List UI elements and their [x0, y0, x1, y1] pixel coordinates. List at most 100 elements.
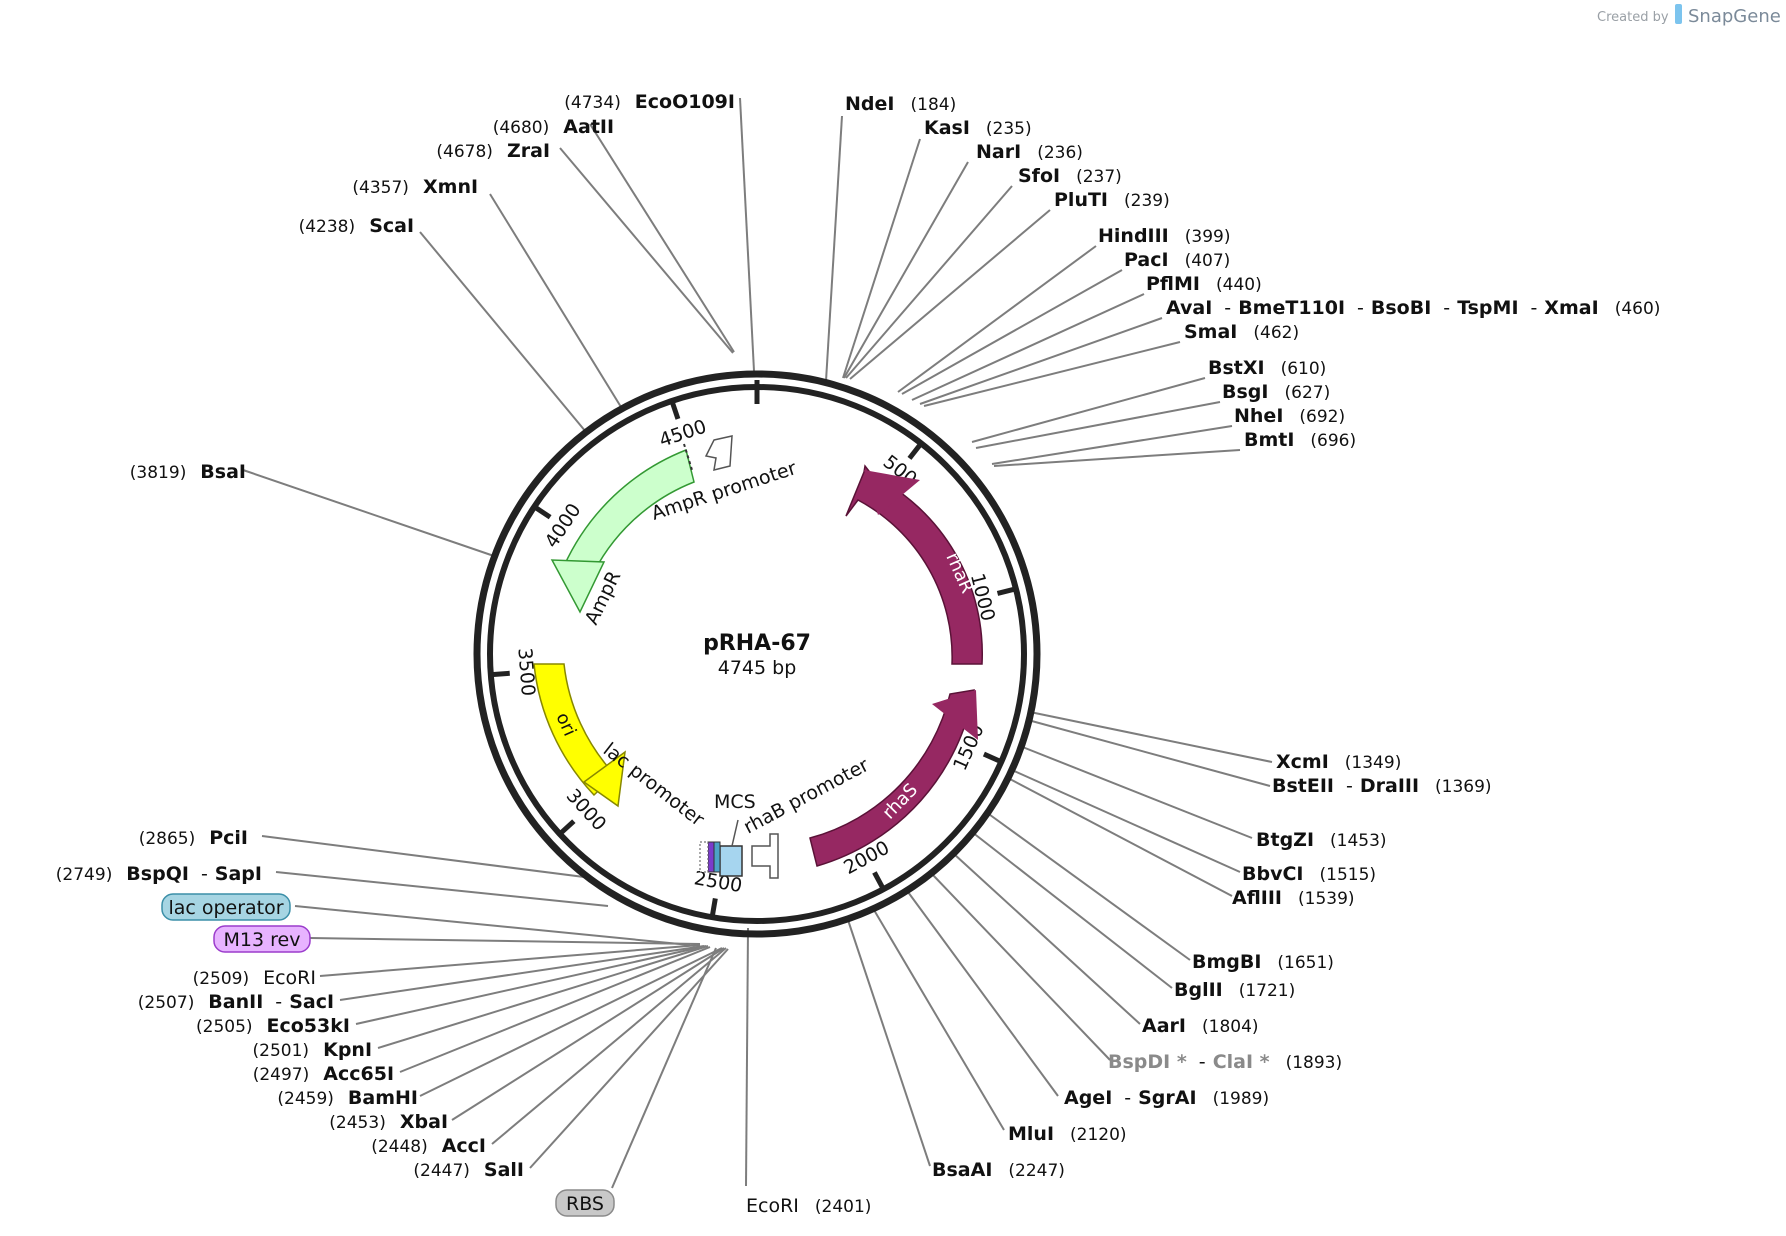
lead-line-paci [901, 269, 1123, 395]
site-bamhi-2459[interactable]: (2459) BamHI [277, 1087, 418, 1109]
lead-line-mlui [873, 909, 1005, 1131]
lead-line-agei [907, 891, 1059, 1097]
enzyme-name: NheI [1234, 405, 1283, 427]
enzyme-name: EcoO109I [635, 91, 735, 113]
lead-line-xbai [451, 947, 725, 1121]
lead-line-smai [923, 341, 1181, 407]
feature-rhaR[interactable] [845, 464, 984, 665]
separator: - [1531, 297, 1538, 319]
lead-line-m13-rev [309, 937, 701, 945]
lead-line-pcii [261, 835, 593, 879]
site-eco53ki-2505[interactable]: (2505) Eco53kI [196, 1015, 350, 1037]
tag-m13-rev[interactable]: M13 rev [213, 925, 311, 953]
snapgene-logo-icon [1675, 4, 1682, 24]
tag-box-lac-operator [161, 893, 291, 921]
enzyme-name: BsoBI [1371, 297, 1431, 319]
site-pflmi-440[interactable]: PflMI (440) [1146, 273, 1262, 295]
cut-position: (4680) [493, 118, 550, 138]
site-agei-1989[interactable]: AgeI - SgrAI (1989) [1064, 1087, 1269, 1109]
site-ecori-2509[interactable]: (2509) EcoRI [193, 967, 316, 989]
enzyme-name: PflMI [1146, 273, 1200, 295]
site-kasi-235[interactable]: KasI (235) [924, 117, 1032, 139]
site-bbvci-1515[interactable]: BbvCI (1515) [1242, 863, 1376, 885]
lead-line-xmni [489, 193, 622, 408]
site-bstxi-610[interactable]: BstXI (610) [1208, 357, 1326, 379]
site-sfoi-237[interactable]: SfoI (237) [1018, 165, 1122, 187]
site-smai-462[interactable]: SmaI (462) [1184, 321, 1299, 343]
site-bsai-3819[interactable]: (3819) BsaI [130, 461, 246, 483]
enzyme-name: ScaI [369, 215, 414, 237]
enzyme-name: SalI [484, 1159, 524, 1181]
site-acc65i-2497[interactable]: (2497) Acc65I [253, 1063, 394, 1085]
separator: - [1357, 297, 1364, 319]
site-bsteii-1369[interactable]: BstEII - DraIII (1369) [1272, 775, 1492, 797]
cut-position: (2447) [413, 1161, 470, 1181]
cut-position: (2448) [371, 1137, 428, 1157]
enzyme-name: ZraI [507, 140, 550, 162]
cut-position: (2507) [138, 993, 195, 1013]
cut-position: (627) [1285, 383, 1331, 403]
site-xbai-2453[interactable]: (2453) XbaI [329, 1111, 448, 1133]
cut-position: (1804) [1202, 1017, 1259, 1037]
site-paci-407[interactable]: PacI (407) [1124, 249, 1230, 271]
lead-line-pluti [849, 209, 1051, 380]
site-acci-2448[interactable]: (2448) AccI [371, 1135, 486, 1157]
site-pluti-239[interactable]: PluTI (239) [1054, 189, 1170, 211]
site-bsaai-2247[interactable]: BsaAI (2247) [932, 1159, 1065, 1181]
tag-label-rbs: RBS [566, 1193, 604, 1215]
site-bspqi-2749[interactable]: (2749) BspQI - SapI [56, 863, 262, 885]
site-nari-236[interactable]: NarI (236) [976, 141, 1083, 163]
cut-position: (2501) [253, 1041, 310, 1061]
lead-line-ecori-2401 [745, 927, 749, 1187]
mcs-pointer [731, 819, 739, 847]
feature-rhaS[interactable] [809, 689, 975, 867]
separator: - [1224, 297, 1231, 319]
enzyme-name: BglII [1174, 979, 1223, 1001]
site-afliii-1539[interactable]: AflIII (1539) [1232, 887, 1355, 909]
site-aatii-4680[interactable]: (4680) AatII [493, 116, 614, 138]
lead-line-hindiii [897, 245, 1097, 393]
cut-position: (440) [1216, 275, 1262, 295]
lead-line-xcmi [1029, 711, 1273, 763]
lead-line-bsgi [975, 401, 1221, 449]
site-bmgbi-1651[interactable]: BmgBI (1651) [1192, 951, 1334, 973]
feature-AmpR-promoter[interactable] [704, 435, 733, 472]
site-zrai-4678[interactable]: (4678) ZraI [436, 140, 550, 162]
enzyme-name: EcoRI [263, 967, 316, 989]
site-sali-2447[interactable]: (2447) SalI [413, 1159, 524, 1181]
feature-MCS[interactable] [699, 819, 743, 877]
feature-rhaB-promoter[interactable] [751, 833, 779, 879]
lead-line-bspqi [275, 871, 609, 907]
site-bspdi-1893[interactable]: BspDI * - ClaI * (1893) [1108, 1051, 1342, 1073]
lead-line-bbvci [1011, 769, 1241, 873]
site-xmni-4357[interactable]: (4357) XmnI [352, 176, 478, 198]
site-mlui-2120[interactable]: MluI (2120) [1008, 1123, 1127, 1145]
site-bmti-696[interactable]: BmtI (696) [1244, 429, 1356, 451]
site-pcii-2865[interactable]: (2865) PciI [139, 827, 248, 849]
site-nhei-692[interactable]: NheI (692) [1234, 405, 1345, 427]
site-bsgi-627[interactable]: BsgI (627) [1222, 381, 1330, 403]
lead-line-avai [919, 317, 1163, 405]
tag-lac-operator[interactable]: lac operator [161, 893, 291, 921]
snapgene-branding[interactable]: Created by SnapGene [1597, 4, 1781, 27]
site-hindiii-399[interactable]: HindIII (399) [1098, 225, 1231, 247]
site-bglii-1721[interactable]: BglII (1721) [1174, 979, 1295, 1001]
site-xcmi-1349[interactable]: XcmI (1349) [1276, 751, 1401, 773]
cut-position: (2509) [193, 969, 250, 989]
site-ndei-184[interactable]: NdeI (184) [845, 93, 956, 115]
site-ecoo109i-4734[interactable]: (4734) EcoO109I [564, 91, 735, 113]
lead-line-kpni [377, 945, 709, 1049]
lead-line-acci [491, 947, 727, 1145]
enzyme-name: AatII [563, 116, 614, 138]
tick-mark-4000 [533, 505, 552, 520]
site-scai-4238[interactable]: (4238) ScaI [299, 215, 414, 237]
site-aari-1804[interactable]: AarI (1804) [1142, 1015, 1259, 1037]
site-kpni-2501[interactable]: (2501) KpnI [253, 1039, 373, 1061]
site-ecori-2401[interactable]: EcoRI (2401) [746, 1195, 871, 1217]
lead-line-pflmi [911, 293, 1145, 401]
tag-rbs[interactable]: RBS [555, 1189, 615, 1217]
site-banii-2507[interactable]: (2507) BanII - SacI [138, 991, 334, 1013]
site-btgzi-1453[interactable]: BtgZI (1453) [1256, 829, 1387, 851]
enzyme-name: SgrAI [1138, 1087, 1196, 1109]
site-avai-460[interactable]: AvaI - BmeT110I - BsoBI - TspMI - XmaI (460) [1166, 297, 1660, 319]
